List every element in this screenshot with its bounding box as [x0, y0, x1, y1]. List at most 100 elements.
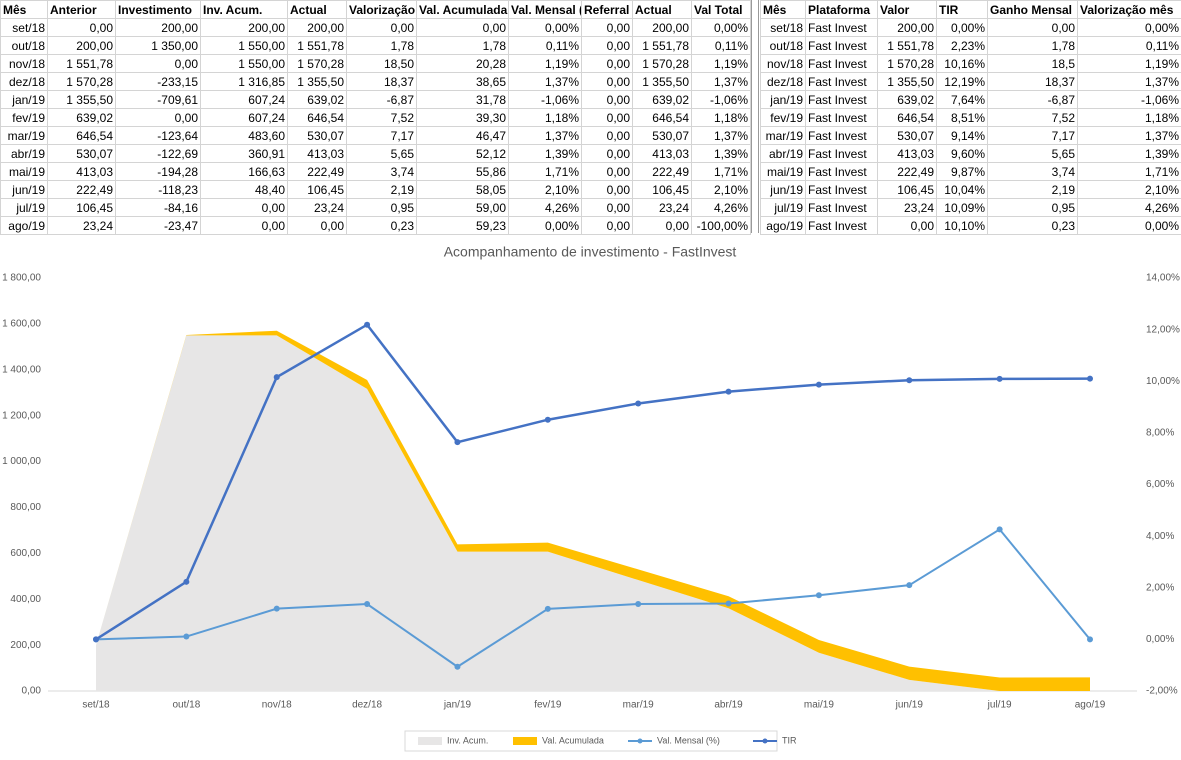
- y2-tick-label: 2,00%: [1146, 582, 1174, 593]
- legend-swatch: [418, 737, 442, 745]
- table-cell: 200,00: [115, 18, 201, 37]
- table-cell: 200,00: [632, 18, 692, 37]
- table-cell: Fast Invest: [805, 18, 878, 37]
- table-cell: 1,37%: [691, 72, 751, 91]
- table-cell: 106,45: [632, 180, 692, 199]
- table-cell: 646,54: [47, 126, 116, 145]
- y2-tick-label: 10,00%: [1146, 376, 1180, 387]
- table-cell: 106,45: [877, 180, 937, 199]
- table-cell: jun/19: [0, 180, 48, 199]
- table-cell: Fast Invest: [805, 180, 878, 199]
- table-row: jun/19 Fast Invest 106,45 10,04% 2,19 2,10%: [760, 180, 1181, 199]
- x-tick-label: jul/19: [987, 700, 1012, 711]
- table-cell: 0,00: [47, 18, 116, 37]
- x-tick-label: dez/18: [352, 700, 382, 711]
- table-cell: ago/19: [760, 216, 806, 235]
- table-cell: 0,00: [115, 54, 201, 73]
- table-cell: 0,11%: [508, 36, 582, 55]
- table-cell: 8,51%: [936, 108, 988, 127]
- table-investimento: Mês Anterior Investimento Inv. Acum. Actual V…: [0, 0, 751, 235]
- table-cell: 55,86: [416, 162, 509, 181]
- table-cell: 2,23%: [936, 36, 988, 55]
- table-cell: 31,78: [416, 90, 509, 109]
- table-cell: 0,00: [987, 18, 1078, 37]
- y-tick-label: 1 400,00: [2, 364, 41, 375]
- x-tick-label: out/18: [172, 700, 200, 711]
- point: [1087, 375, 1093, 382]
- table-cell: mar/19: [0, 126, 48, 145]
- point: [544, 416, 551, 423]
- table-cell: 2,10%: [691, 180, 751, 199]
- table-row: dez/18 Fast Invest 1 355,50 12,19% 18,37 1,37…: [760, 72, 1181, 91]
- point: [364, 601, 371, 608]
- table-row: mar/19 646,54 -123,64 483,60 530,07 7,17 46,47…: [0, 126, 751, 145]
- table-cell: 1 355,50: [877, 72, 937, 91]
- table-row: jul/19 106,45 -84,16 0,00 23,24 0,95 59,00 4,26…: [0, 198, 751, 217]
- x-tick-label: abr/19: [714, 700, 743, 711]
- table-cell: 1,18%: [508, 108, 582, 127]
- table-cell: 9,60%: [936, 144, 988, 163]
- table-cell: 1,37%: [508, 72, 582, 91]
- table-cell: 23,24: [632, 198, 692, 217]
- table-cell: 0,00: [581, 144, 633, 163]
- table-cell: -100,00%: [691, 216, 751, 235]
- table-row: set/18 Fast Invest 200,00 0,00% 0,00 0,00%: [760, 18, 1181, 37]
- table-cell: 10,09%: [936, 198, 988, 217]
- point: [725, 388, 732, 395]
- point: [544, 605, 551, 612]
- table-cell: mai/19: [760, 162, 806, 181]
- legend-swatch: [637, 738, 643, 744]
- x-tick-label: jun/19: [895, 700, 924, 711]
- table-cell: dez/18: [760, 72, 806, 91]
- table-cell: 2,19: [987, 180, 1078, 199]
- table-cell: Actual: [632, 0, 692, 19]
- table-row: out/18 200,00 1 350,00 1 550,00 1 551,78 1,78…: [0, 36, 751, 55]
- table-cell: 3,74: [987, 162, 1078, 181]
- legend-label: TIR: [782, 735, 797, 745]
- table-row: nov/18 1 551,78 0,00 1 550,00 1 570,28 18,50 2…: [0, 54, 751, 73]
- table-cell: 59,23: [416, 216, 509, 235]
- point: [815, 592, 822, 599]
- table-cell: 1,71%: [508, 162, 582, 181]
- table-plataforma: Mês Plataforma Valor TIR Ganho Mensal Valoriz…: [760, 0, 1181, 235]
- point: [454, 663, 461, 670]
- table-cell: -709,61: [115, 90, 201, 109]
- legend-label: Inv. Acum.: [447, 735, 488, 745]
- table-cell: 646,54: [632, 108, 692, 127]
- table-cell: 0,00: [581, 126, 633, 145]
- table-row: mai/19 Fast Invest 222,49 9,87% 3,74 1,71%: [760, 162, 1181, 181]
- x-tick-label: fev/19: [534, 700, 562, 711]
- y-tick-label: 400,00: [10, 594, 41, 605]
- y-tick-label: 1 000,00: [2, 456, 41, 467]
- point: [635, 400, 642, 407]
- y2-tick-label: 14,00%: [1146, 273, 1180, 284]
- table-cell: 1 570,28: [877, 54, 937, 73]
- y2-tick-label: 0,00%: [1146, 634, 1174, 645]
- point: [996, 526, 1003, 533]
- table-cell: Ganho Mensal: [987, 0, 1078, 19]
- table-cell: 48,40: [200, 180, 288, 199]
- table-cell: 0,00%: [1077, 18, 1181, 37]
- table-cell: -23,47: [115, 216, 201, 235]
- y2-tick-label: -2,00%: [1146, 686, 1178, 697]
- table-cell: 607,24: [200, 90, 288, 109]
- table-cell: Actual: [287, 0, 347, 19]
- table-row: ago/19 Fast Invest 0,00 10,10% 0,23 0,00%: [760, 216, 1181, 235]
- table-cell: 1,39%: [691, 144, 751, 163]
- point: [364, 321, 371, 328]
- table-cell: 1 570,28: [287, 54, 347, 73]
- y-tick-label: 600,00: [10, 548, 41, 559]
- table-cell: 1 551,78: [632, 36, 692, 55]
- point: [183, 578, 190, 585]
- table-cell: set/18: [760, 18, 806, 37]
- table-cell: 2,10%: [508, 180, 582, 199]
- table-cell: mar/19: [760, 126, 806, 145]
- point: [635, 601, 642, 608]
- table-cell: -1,06%: [1077, 90, 1181, 109]
- legend-label: Val. Mensal (%): [657, 735, 720, 745]
- table-cell: 0,00: [287, 216, 347, 235]
- table-cell: 0,00%: [691, 18, 751, 37]
- table-cell: -118,23: [115, 180, 201, 199]
- table-cell: 0,00: [877, 216, 937, 235]
